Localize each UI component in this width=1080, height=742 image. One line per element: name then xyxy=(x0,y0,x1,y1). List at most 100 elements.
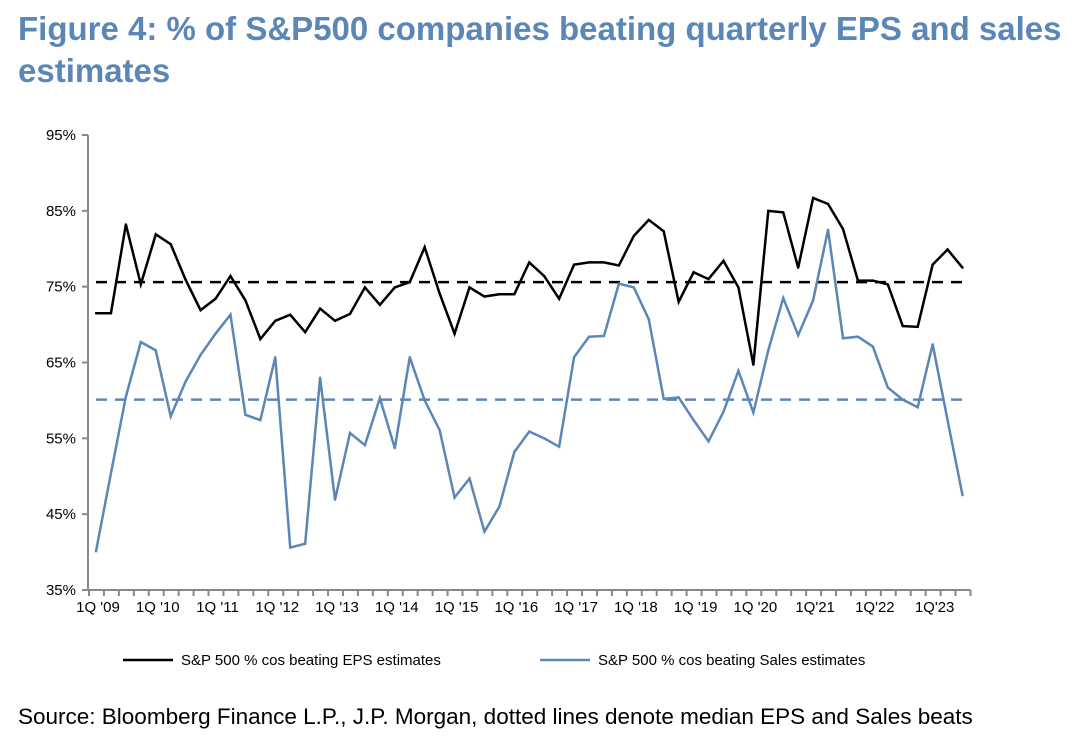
sales-point xyxy=(543,437,546,440)
sales-series-line xyxy=(94,229,964,552)
y-tick-label: 65% xyxy=(46,355,76,372)
x-tick-label: 1Q '20 xyxy=(733,599,777,616)
y-tick-label: 55% xyxy=(46,430,76,447)
sales-point xyxy=(154,349,157,352)
eps-series-line xyxy=(96,196,964,366)
sales-point xyxy=(916,406,919,409)
eps-point xyxy=(303,330,307,334)
eps-point xyxy=(811,196,815,200)
eps-point xyxy=(737,286,740,289)
sales-point xyxy=(289,546,292,549)
eps-point xyxy=(528,261,531,264)
eps-point xyxy=(169,243,172,246)
eps-point xyxy=(378,303,382,307)
sales-point xyxy=(752,411,755,414)
sales-point xyxy=(513,450,516,454)
eps-point xyxy=(438,292,441,295)
sales-point xyxy=(707,440,710,443)
eps-point xyxy=(931,263,934,266)
y-tick-label: 85% xyxy=(46,203,76,220)
x-tick-label: 1Q '13 xyxy=(315,599,359,616)
eps-point xyxy=(483,295,486,298)
sales-point xyxy=(169,415,172,418)
sales-point xyxy=(483,530,486,533)
sales-point xyxy=(378,396,382,400)
sales-point xyxy=(572,355,576,359)
eps-point xyxy=(408,280,411,284)
sales-point xyxy=(259,418,262,422)
eps-point xyxy=(722,259,725,263)
sales-point xyxy=(767,349,770,352)
eps-point xyxy=(572,263,576,266)
x-tick-label: 1Q'23 xyxy=(915,599,955,616)
eps-point xyxy=(617,264,621,267)
sales-point xyxy=(841,337,845,340)
eps-point xyxy=(184,278,187,282)
eps-point xyxy=(662,230,665,233)
sales-point xyxy=(528,430,531,433)
sales-point xyxy=(318,376,322,379)
sales-point xyxy=(647,318,650,321)
eps-point xyxy=(707,277,710,281)
sales-point xyxy=(453,496,456,499)
sales-point xyxy=(139,340,143,344)
x-tick-label: 1Q '09 xyxy=(76,599,120,616)
sales-point xyxy=(423,399,426,402)
sales-point xyxy=(677,396,680,399)
eps-point xyxy=(453,332,456,335)
sales-point xyxy=(737,369,740,373)
eps-point xyxy=(961,266,964,269)
eps-point xyxy=(901,324,904,328)
x-tick-label: 1Q '11 xyxy=(196,599,239,616)
eps-point xyxy=(94,312,98,315)
sales-point xyxy=(244,413,247,417)
x-tick-label: 1Q '12 xyxy=(255,599,299,616)
eps-point xyxy=(557,297,561,300)
sales-point xyxy=(303,542,307,545)
chart-title: Figure 4: % of S&P500 companies beating … xyxy=(18,10,1062,89)
sales-point xyxy=(468,477,471,480)
eps-point xyxy=(632,234,636,238)
sales-point xyxy=(811,299,815,302)
eps-point xyxy=(109,312,113,315)
eps-point xyxy=(348,312,352,316)
y-tick-label: 35% xyxy=(46,582,76,599)
eps-point xyxy=(139,283,143,286)
sales-point xyxy=(961,494,964,497)
sales-point xyxy=(124,395,128,398)
sales-point xyxy=(632,286,636,289)
x-tick-label: 1Q '19 xyxy=(674,599,718,616)
x-tick-label: 1Q '10 xyxy=(136,599,180,616)
eps-point xyxy=(796,266,800,269)
legend-label: S&P 500 % cos beating Sales estimates xyxy=(598,652,865,669)
eps-point xyxy=(124,223,128,226)
eps-point xyxy=(229,274,232,278)
eps-point xyxy=(259,337,262,341)
sales-point xyxy=(826,228,830,231)
eps-point xyxy=(871,279,875,282)
eps-point xyxy=(214,297,217,300)
eps-point xyxy=(199,308,202,312)
sales-point xyxy=(229,313,232,316)
eps-point xyxy=(886,283,890,286)
eps-point xyxy=(767,209,770,213)
eps-point xyxy=(498,293,501,296)
y-tick-label: 75% xyxy=(46,279,76,296)
eps-point xyxy=(782,211,785,214)
eps-point xyxy=(244,299,247,302)
x-tick-label: 1Q '17 xyxy=(554,599,598,616)
eps-point xyxy=(423,246,426,249)
sales-point xyxy=(333,498,337,501)
eps-point xyxy=(587,261,591,264)
sales-point xyxy=(662,397,665,401)
sales-point xyxy=(856,335,860,338)
y-tick-label: 95% xyxy=(46,127,76,144)
x-tick-label: 1Q '18 xyxy=(614,599,658,616)
sales-point xyxy=(184,380,187,383)
eps-point xyxy=(318,307,322,310)
eps-point xyxy=(916,325,919,329)
sales-point xyxy=(871,345,875,348)
source-note: Source: Bloomberg Finance L.P., J.P. Mor… xyxy=(18,704,973,729)
eps-point xyxy=(274,319,277,322)
